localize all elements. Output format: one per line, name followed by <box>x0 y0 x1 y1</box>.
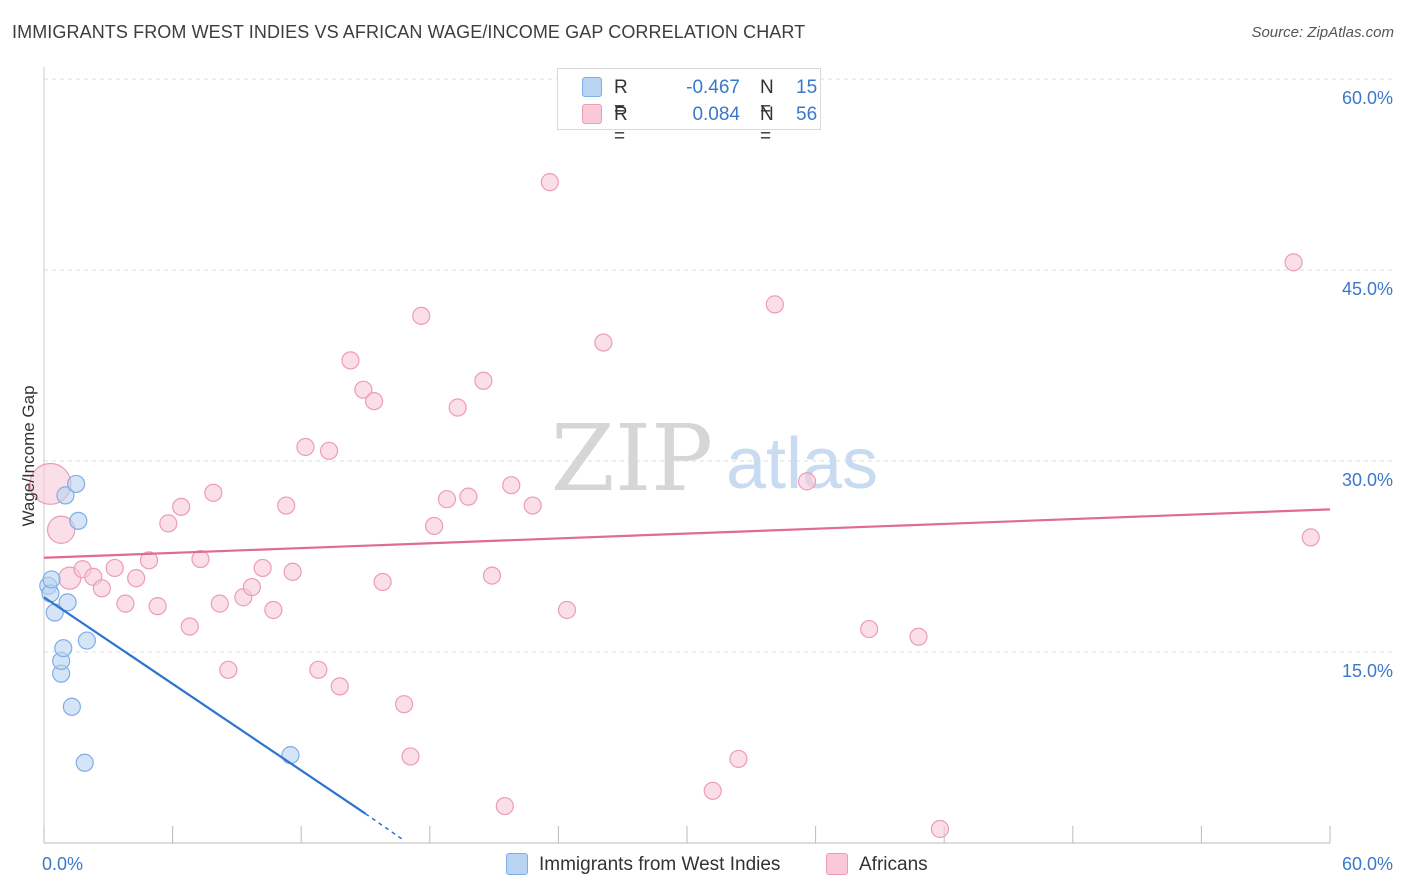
axes <box>43 67 1331 844</box>
africans-point <box>557 600 577 620</box>
africans-point <box>502 476 521 495</box>
africans-point <box>127 569 146 588</box>
africans-point <box>540 173 559 192</box>
west-indies-point <box>56 486 75 505</box>
africans-point <box>159 514 178 533</box>
west-indies-point <box>281 746 300 765</box>
africans-point <box>703 781 722 800</box>
africans-point <box>424 516 444 536</box>
africans-point <box>482 566 502 585</box>
africans-point <box>412 306 431 325</box>
y-axis-label: Wage/Income Gap <box>19 385 38 527</box>
africans-point <box>191 549 210 569</box>
africans-point <box>523 496 542 515</box>
africans-point <box>319 441 339 460</box>
source-label: Source: ZipAtlas.com <box>1251 24 1394 41</box>
africans-point <box>283 562 302 581</box>
africans-point <box>495 796 514 816</box>
africans-point <box>172 497 191 516</box>
west-indies-trend-line <box>43 596 367 815</box>
west-indies-trend-extension <box>365 813 405 842</box>
africans-point <box>330 677 349 696</box>
africans-point <box>364 392 384 411</box>
africans-point <box>930 819 950 839</box>
africans-point <box>210 594 229 613</box>
y-tick-label: 15.0% <box>1342 661 1393 681</box>
africans-point <box>296 437 315 457</box>
legend-n-value: 56 <box>796 104 818 125</box>
legend-n-value: 15 <box>796 77 818 98</box>
y-tick-label: 60.0% <box>1342 88 1393 108</box>
legend-r-label: R = <box>614 77 628 120</box>
west-indies-point <box>77 631 96 650</box>
africans-point <box>909 627 928 646</box>
africans-point <box>354 380 373 399</box>
west-indies-point <box>54 639 73 658</box>
africans-point <box>448 398 467 417</box>
africans-point <box>474 371 493 390</box>
africans-point <box>277 496 296 515</box>
africans-point <box>341 351 360 370</box>
watermark: ZIP atlas <box>551 405 878 512</box>
legend-r-value: -0.467 <box>686 77 740 98</box>
legend-n-label: N = <box>760 104 774 147</box>
africans-point <box>105 558 124 578</box>
x-tick-label-min: 0.0% <box>42 854 83 874</box>
bottom-legend-swatch-pink <box>826 853 848 875</box>
grid-lines <box>44 78 1392 653</box>
west-indies-point <box>75 753 94 772</box>
africans-point <box>437 490 457 509</box>
africans-point <box>860 619 879 639</box>
africans-point <box>204 483 223 502</box>
africans-point <box>116 594 135 613</box>
africans-point <box>1284 253 1303 272</box>
west-indies-points <box>39 474 300 772</box>
tick-labels: 15.0% 30.0% 45.0% 60.0% 0.0% 60.0% <box>42 88 1393 874</box>
y-tick-label: 45.0% <box>1342 279 1393 299</box>
correlation-legend: R = -0.467 N = 15 R = 0.084 N = 56 <box>557 68 821 147</box>
west-indies-point <box>67 474 86 494</box>
africans-point <box>242 577 262 597</box>
legend-swatch-pink <box>582 104 602 124</box>
bottom-legend-label-west-indies: Immigrants from West Indies <box>539 854 781 875</box>
africans-point <box>594 333 613 352</box>
west-indies-point <box>69 511 88 530</box>
africans-point <box>797 472 817 491</box>
legend-swatch-blue <box>582 77 602 97</box>
legend-r-label: R = <box>614 104 628 147</box>
africans-trend-line <box>43 508 1331 559</box>
africans-point <box>46 515 76 544</box>
chart-title: IMMIGRANTS FROM WEST INDIES VS AFRICAN W… <box>12 22 806 42</box>
africans-point <box>180 617 199 636</box>
west-indies-point <box>42 570 61 589</box>
africans-point <box>309 660 328 679</box>
legend-n-label: N = <box>760 77 774 120</box>
africans-point <box>253 558 272 578</box>
africans-point <box>401 747 420 766</box>
bottom-legend-label-africans: Africans <box>859 854 928 875</box>
watermark-zip: ZIP <box>551 405 713 512</box>
africans-point <box>139 551 159 570</box>
trend-lines <box>43 508 1331 842</box>
africans-point <box>459 487 478 506</box>
legend-r-value: 0.084 <box>692 104 740 125</box>
west-indies-point <box>58 593 77 612</box>
africans-point <box>729 749 748 769</box>
africans-point <box>765 295 784 314</box>
africans-point <box>1301 528 1320 547</box>
africans-point <box>148 597 167 616</box>
x-tick-label-max: 60.0% <box>1342 854 1393 874</box>
west-indies-point <box>62 697 81 716</box>
y-tick-label: 30.0% <box>1342 470 1393 490</box>
watermark-atlas: atlas <box>726 424 878 504</box>
bottom-legend-swatch-blue <box>506 853 528 875</box>
africans-point <box>373 572 392 592</box>
africans-point <box>219 660 238 679</box>
africans-point <box>92 579 111 598</box>
africans-point <box>394 695 414 714</box>
africans-point <box>264 600 283 620</box>
